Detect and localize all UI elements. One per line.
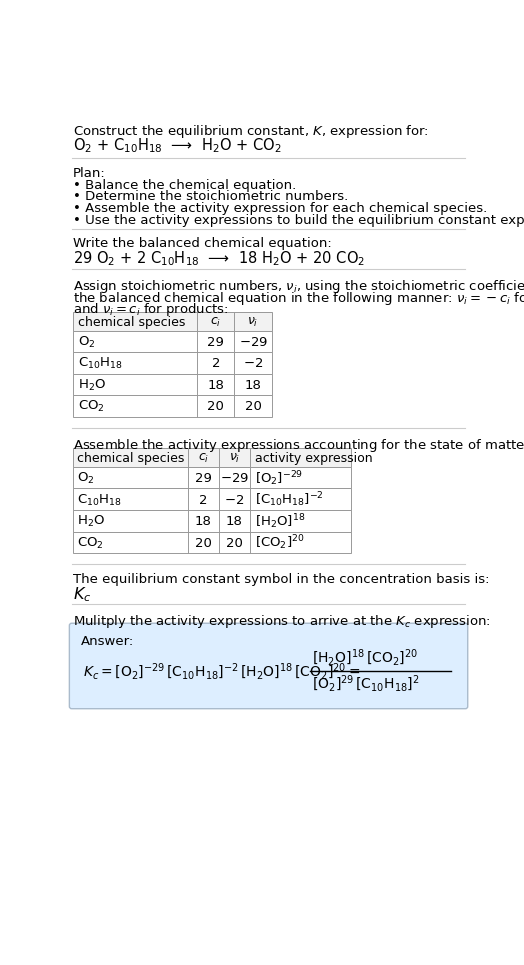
Text: The equilibrium constant symbol in the concentration basis is:: The equilibrium constant symbol in the c… [73, 573, 490, 586]
Text: and $\nu_i = c_i$ for products:: and $\nu_i = c_i$ for products: [73, 301, 229, 318]
Text: Write the balanced chemical equation:: Write the balanced chemical equation: [73, 237, 332, 251]
Text: • Balance the chemical equation.: • Balance the chemical equation. [73, 179, 297, 192]
Text: 20: 20 [245, 400, 261, 413]
Text: 18: 18 [226, 515, 243, 528]
Text: 2: 2 [199, 493, 208, 507]
Text: $\mathrm{O_2}$: $\mathrm{O_2}$ [78, 335, 95, 349]
Text: chemical species: chemical species [78, 316, 185, 329]
Bar [73, 373, 271, 396]
Text: $[\mathrm{O_2}]^{-29}$: $[\mathrm{O_2}]^{-29}$ [255, 469, 303, 488]
Text: 18: 18 [245, 379, 261, 392]
Bar [73, 488, 351, 510]
Text: Answer:: Answer: [81, 635, 134, 648]
Text: 20: 20 [195, 537, 212, 550]
Text: $\nu_i$: $\nu_i$ [229, 452, 240, 465]
Text: $[\mathrm{O_2}]^{29}\,[\mathrm{C_{10}H_{18}}]^{2}$: $[\mathrm{O_2}]^{29}\,[\mathrm{C_{10}H_{… [312, 674, 420, 694]
Text: $\mathrm{H_2O}$: $\mathrm{H_2O}$ [78, 377, 106, 393]
Text: $K_c$: $K_c$ [73, 586, 92, 604]
Text: $K_c = [\mathrm{O_2}]^{-29}\,[\mathrm{C_{10}H_{18}}]^{-2}\,[\mathrm{H_2O}]^{18}\: $K_c = [\mathrm{O_2}]^{-29}\,[\mathrm{C_… [83, 662, 360, 682]
Text: Plan:: Plan: [73, 167, 106, 180]
Text: 29: 29 [208, 336, 224, 348]
Text: $\mathrm{H_2O}$: $\mathrm{H_2O}$ [77, 514, 105, 529]
Text: $-2$: $-2$ [224, 493, 245, 507]
Text: 20: 20 [226, 537, 243, 550]
Text: $\mathrm{C_{10}H_{18}}$: $\mathrm{C_{10}H_{18}}$ [78, 356, 123, 372]
Text: 18: 18 [195, 515, 212, 528]
Text: $\mathrm{O_2}$ + $\mathrm{C_{10}H_{18}}$  ⟶  $\mathrm{H_2O}$ + $\mathrm{CO_2}$: $\mathrm{O_2}$ + $\mathrm{C_{10}H_{18}}$… [73, 137, 282, 155]
Bar [73, 312, 271, 331]
Text: Construct the equilibrium constant, $K$, expression for:: Construct the equilibrium constant, $K$,… [73, 124, 429, 141]
Bar [73, 352, 271, 373]
Text: $[\mathrm{C_{10}H_{18}}]^{-2}$: $[\mathrm{C_{10}H_{18}}]^{-2}$ [255, 490, 323, 510]
Bar [73, 510, 351, 532]
Text: $\mathrm{C_{10}H_{18}}$: $\mathrm{C_{10}H_{18}}$ [77, 492, 122, 508]
Text: chemical species: chemical species [77, 452, 184, 465]
Text: $\nu_i$: $\nu_i$ [247, 316, 259, 329]
Text: 29 $\mathrm{O_2}$ + 2 $\mathrm{C_{10}H_{18}}$  ⟶  18 $\mathrm{H_2O}$ + 20 $\math: 29 $\mathrm{O_2}$ + 2 $\mathrm{C_{10}H_{… [73, 249, 365, 267]
Text: • Determine the stoichiometric numbers.: • Determine the stoichiometric numbers. [73, 190, 348, 204]
Text: the balanced chemical equation in the following manner: $\nu_i = -c_i$ for react: the balanced chemical equation in the fo… [73, 290, 524, 307]
Text: $c_i$: $c_i$ [210, 316, 222, 329]
Bar [73, 396, 271, 417]
Text: activity expression: activity expression [255, 452, 372, 465]
Bar [73, 467, 351, 488]
Text: $c_i$: $c_i$ [198, 452, 209, 465]
Bar [73, 449, 351, 467]
Text: Assign stoichiometric numbers, $\nu_i$, using the stoichiometric coefficients, $: Assign stoichiometric numbers, $\nu_i$, … [73, 278, 524, 295]
Text: $[\mathrm{H_2O}]^{18}$: $[\mathrm{H_2O}]^{18}$ [255, 512, 305, 531]
Text: 20: 20 [208, 400, 224, 413]
Text: $-29$: $-29$ [238, 336, 267, 348]
Text: $-2$: $-2$ [243, 357, 263, 371]
Text: $\mathrm{CO_2}$: $\mathrm{CO_2}$ [78, 400, 105, 414]
Bar [73, 331, 271, 352]
Text: Mulitply the activity expressions to arrive at the $K_c$ expression:: Mulitply the activity expressions to arr… [73, 613, 491, 630]
Bar [73, 532, 351, 553]
Text: $-29$: $-29$ [220, 472, 249, 485]
Text: 2: 2 [212, 357, 220, 371]
Text: 29: 29 [195, 472, 212, 485]
Text: $[\mathrm{H_2O}]^{18}\,[\mathrm{CO_2}]^{20}$: $[\mathrm{H_2O}]^{18}\,[\mathrm{CO_2}]^{… [312, 648, 418, 668]
Text: • Use the activity expressions to build the equilibrium constant expression.: • Use the activity expressions to build … [73, 213, 524, 227]
FancyBboxPatch shape [69, 623, 468, 708]
Text: • Assemble the activity expression for each chemical species.: • Assemble the activity expression for e… [73, 202, 487, 215]
Text: $\mathrm{O_2}$: $\mathrm{O_2}$ [77, 471, 95, 486]
Text: $\mathrm{CO_2}$: $\mathrm{CO_2}$ [77, 536, 104, 551]
Text: Assemble the activity expressions accounting for the state of matter and $\nu_i$: Assemble the activity expressions accoun… [73, 437, 524, 454]
Text: 18: 18 [208, 379, 224, 392]
Text: $[\mathrm{CO_2}]^{20}$: $[\mathrm{CO_2}]^{20}$ [255, 534, 304, 553]
